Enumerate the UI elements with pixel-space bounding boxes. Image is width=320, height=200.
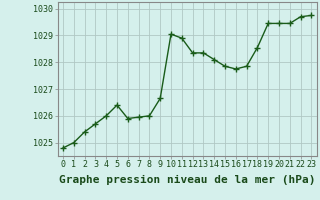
X-axis label: Graphe pression niveau de la mer (hPa): Graphe pression niveau de la mer (hPa) [59,175,316,185]
